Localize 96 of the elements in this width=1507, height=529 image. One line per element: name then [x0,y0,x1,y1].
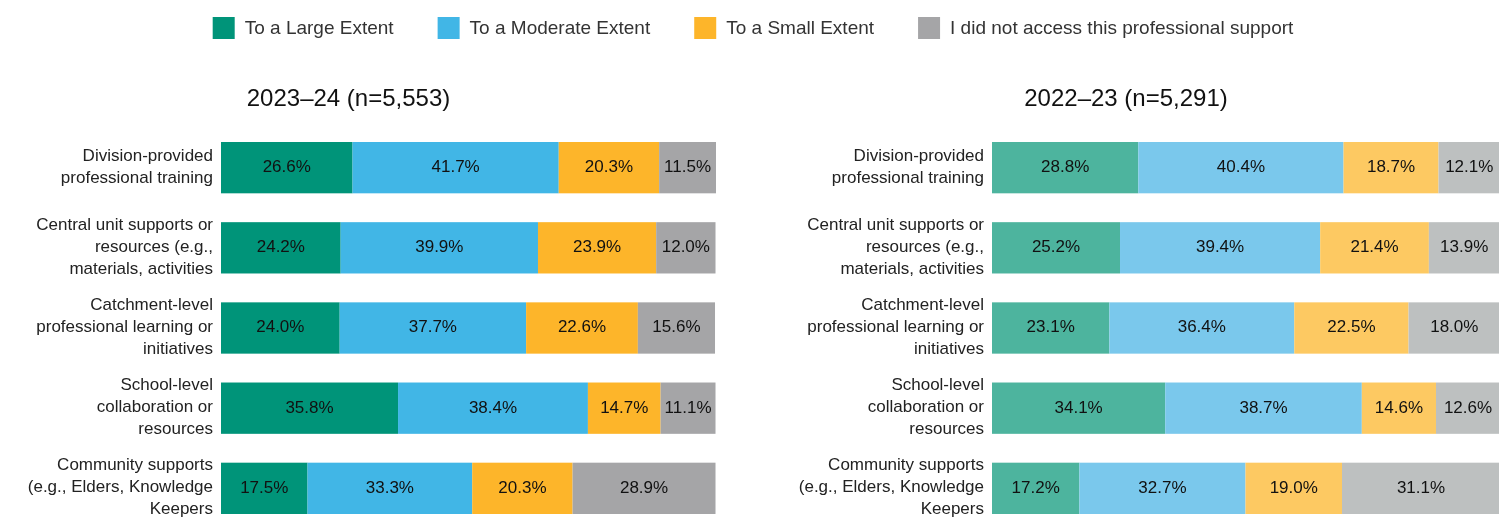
bar [221,302,340,354]
data-label: 35.8% [285,397,334,417]
legend-label: I did not access this professional support [950,17,1295,39]
y-tick-label: Division-provided professional training [831,146,984,188]
bar [1120,222,1321,274]
y-tick-label: School-level collaboration or resources [867,375,985,439]
data-label: 19.0% [1269,477,1318,497]
bar [339,302,527,354]
chart-title: 2023–24 (n=5,553) [246,84,451,112]
data-label: 32.7% [1138,477,1187,497]
bar [340,222,538,274]
data-label: 28.9% [619,477,669,497]
data-label: 13.9% [1440,237,1489,257]
data-label: 26.6% [262,157,311,177]
bar [1428,222,1499,274]
data-label: 18.7% [1366,157,1416,177]
bar [1294,302,1409,354]
bar [1438,142,1499,194]
legend-label: To a Moderate Extent [469,17,651,39]
data-label: 39.4% [1195,237,1245,257]
bar [659,142,716,194]
bar [472,462,573,514]
y-tick-label: Central unit supports or resources (e.g., materials, activities [36,215,214,279]
bar [1408,302,1499,354]
data-label: 14.7% [600,397,649,417]
bar [572,462,716,514]
data-label: 11.1% [664,397,712,417]
bar [637,302,716,354]
legend-label: To a Small Extent [726,17,875,39]
data-label: 15.6% [652,317,701,337]
data-label: 34.1% [1054,397,1103,417]
bar [1165,382,1362,434]
y-tick-label: Division-provided professional training [60,146,213,188]
data-label: 21.4% [1350,237,1399,257]
bar [221,142,353,194]
data-label: 23.9% [572,237,622,257]
bar [398,382,588,434]
bar [660,382,716,434]
bar [1361,382,1436,434]
bar [992,462,1080,514]
data-label: 14.6% [1374,397,1424,417]
chart-title: 2022–23 (n=5,291) [1024,84,1228,112]
bar [992,222,1121,274]
data-label: 31.1% [1396,477,1446,497]
bar [221,382,399,434]
bar [221,462,308,514]
data-label: 20.3% [584,157,634,177]
data-label: 17.2% [1011,477,1060,497]
y-tick-label: Catchment-level professional learning or initiatives [807,295,985,359]
legend-label: To a Large Extent [244,17,395,39]
bar [1343,142,1439,194]
data-label: 28.8% [1041,157,1090,177]
bar [307,462,473,514]
bar [1435,382,1499,434]
data-label: 25.2% [1031,237,1081,257]
data-label: 12.6% [1443,397,1493,417]
bar [352,142,559,194]
data-label: 18.0% [1430,317,1479,337]
bar [1079,462,1246,514]
y-tick-label: School-level collaboration or resources [96,375,214,439]
bar [537,222,657,274]
y-tick-label: Central unit supports or resources (e.g., materials, activities [807,215,985,279]
data-label: 11.5% [664,157,712,177]
bar [221,222,341,274]
data-label: 22.6% [557,317,607,337]
bar [1109,302,1295,354]
data-label: 37.7% [408,317,457,337]
y-tick-label: Catchment-level professional learning or initiatives [36,295,214,359]
y-tick-label: Community supports (e.g., Elders, Knowledge Keepers [798,455,984,519]
bar [1342,462,1499,514]
data-label: 17.5% [240,477,289,497]
bar [992,302,1110,354]
data-label: 39.9% [415,237,464,257]
data-label: 36.4% [1177,317,1226,337]
data-label: 12.1% [1445,157,1494,177]
bar [558,142,660,194]
data-label: 33.3% [365,477,414,497]
bar [526,302,638,354]
bar [1245,462,1343,514]
data-label: 12.0% [661,237,710,257]
data-label: 38.7% [1239,397,1288,417]
data-label: 40.4% [1216,157,1266,177]
bar [992,382,1166,434]
data-label: 23.1% [1026,317,1075,337]
data-label: 38.4% [468,397,518,417]
bar [656,222,716,274]
bar [587,382,661,434]
data-label: 20.3% [498,477,547,497]
data-label: 24.2% [256,237,305,257]
bar [992,142,1139,194]
bar [1320,222,1429,274]
data-label: 24.0% [256,317,305,337]
bar [1138,142,1344,194]
y-tick-label: Community supports (e.g., Elders, Knowledge Keepers [27,455,213,519]
data-label: 41.7% [431,157,480,177]
data-label: 22.5% [1327,317,1376,337]
